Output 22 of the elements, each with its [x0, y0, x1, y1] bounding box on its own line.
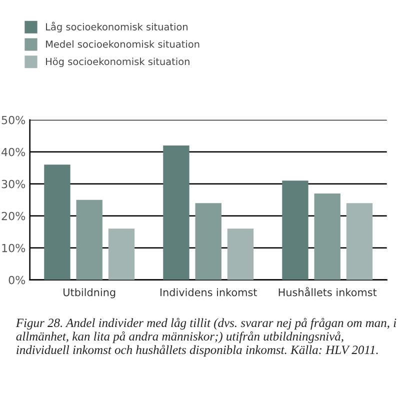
- y-tick-label: 10%: [2, 244, 26, 252]
- x-tick-label: Utbildning: [64, 288, 116, 298]
- bar: [195, 203, 222, 280]
- bar: [108, 228, 135, 280]
- bar: [346, 203, 373, 280]
- y-tick-label: 0%: [8, 276, 26, 284]
- bar: [314, 193, 340, 280]
- legend-label: Medel socioekonomisk situation: [46, 40, 200, 48]
- x-tick-label: Hushållets inkomst: [278, 286, 377, 296]
- bar: [76, 200, 102, 280]
- legend-label: Låg socioekonomisk situation: [46, 22, 188, 32]
- legend-label: Hög socioekonomisk situation: [46, 58, 190, 68]
- bar: [282, 180, 308, 280]
- bar: [227, 228, 254, 280]
- y-tick-label: 20%: [2, 212, 26, 220]
- bar: [163, 145, 190, 280]
- y-tick-label: 50%: [2, 116, 26, 124]
- y-tick-label: 40%: [2, 148, 26, 156]
- x-tick-label: Individens inkomst: [160, 288, 257, 296]
- bar: [44, 164, 70, 280]
- y-tick-label: 30%: [2, 180, 26, 188]
- text: Figur 28. Andel individer med låg tillit (dvs. svarar nej på frågan om man, i allmänhet, kan lita på andra människor;) utifrån utbildningsnivå, individuell inkomst och hushållets disponibla inkomst. Källa: HLV 2011.: [16, 318, 396, 357]
